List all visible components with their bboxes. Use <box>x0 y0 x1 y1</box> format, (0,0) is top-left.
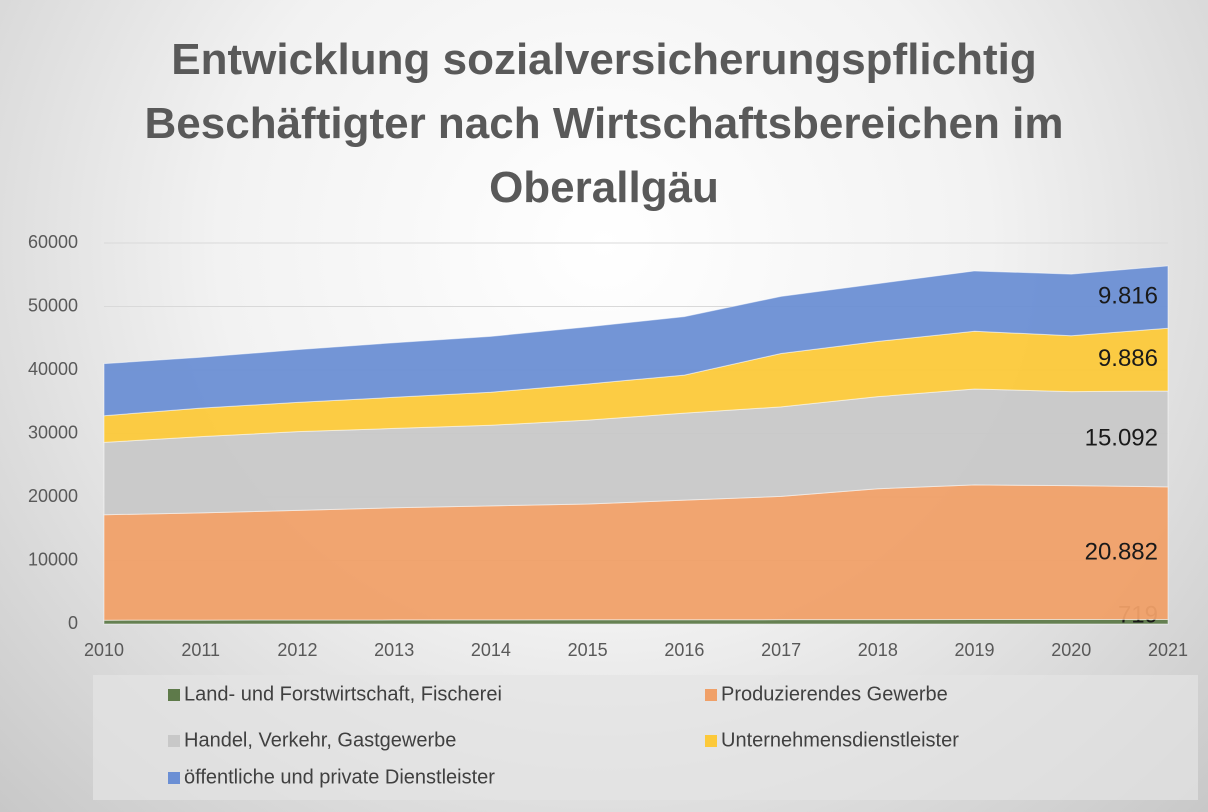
x-tick-label: 2012 <box>277 640 317 660</box>
area <box>103 265 1169 417</box>
legend-swatch <box>168 689 180 701</box>
legend-box <box>93 675 1198 800</box>
chart-title: Entwicklung sozialversicherungspflichtig… <box>144 35 1064 212</box>
legend-swatch <box>705 735 717 747</box>
data-label: 20.882 <box>1085 538 1158 565</box>
legend-swatch <box>168 772 180 784</box>
x-tick-label: 2017 <box>761 640 801 660</box>
x-tick-label: 2014 <box>471 640 511 660</box>
x-tick-label: 2021 <box>1148 640 1188 660</box>
x-tick-label: 2019 <box>955 640 995 660</box>
legend-label: Unternehmensdienstleister <box>721 729 959 751</box>
y-tick-label: 0 <box>68 613 78 633</box>
legend-label: Land- und Forstwirtschaft, Fischerei <box>184 683 502 705</box>
legend-swatch <box>168 735 180 747</box>
x-tick-label: 2016 <box>664 640 704 660</box>
x-tick-label: 2020 <box>1051 640 1091 660</box>
legend-label: öffentliche und private Dienstleister <box>184 766 495 788</box>
data-label: 9.886 <box>1098 345 1158 372</box>
y-tick-label: 40000 <box>28 359 78 379</box>
legend-swatch <box>705 689 717 701</box>
y-tick-label: 20000 <box>28 486 78 506</box>
legend-label: Produzierendes Gewerbe <box>721 683 948 705</box>
x-tick-label: 2013 <box>374 640 414 660</box>
y-tick-label: 10000 <box>28 549 78 569</box>
y-tick-label: 60000 <box>28 232 78 252</box>
y-tick-label: 50000 <box>28 295 78 315</box>
x-tick-label: 2015 <box>568 640 608 660</box>
x-tick-label: 2018 <box>858 640 898 660</box>
legend-label: Handel, Verkehr, Gastgewerbe <box>184 729 456 751</box>
data-label: 9.816 <box>1098 282 1158 309</box>
y-tick-label: 30000 <box>28 422 78 442</box>
x-tick-label: 2011 <box>181 640 220 660</box>
x-tick-label: 2010 <box>84 640 124 660</box>
data-label: 15.092 <box>1085 424 1158 451</box>
